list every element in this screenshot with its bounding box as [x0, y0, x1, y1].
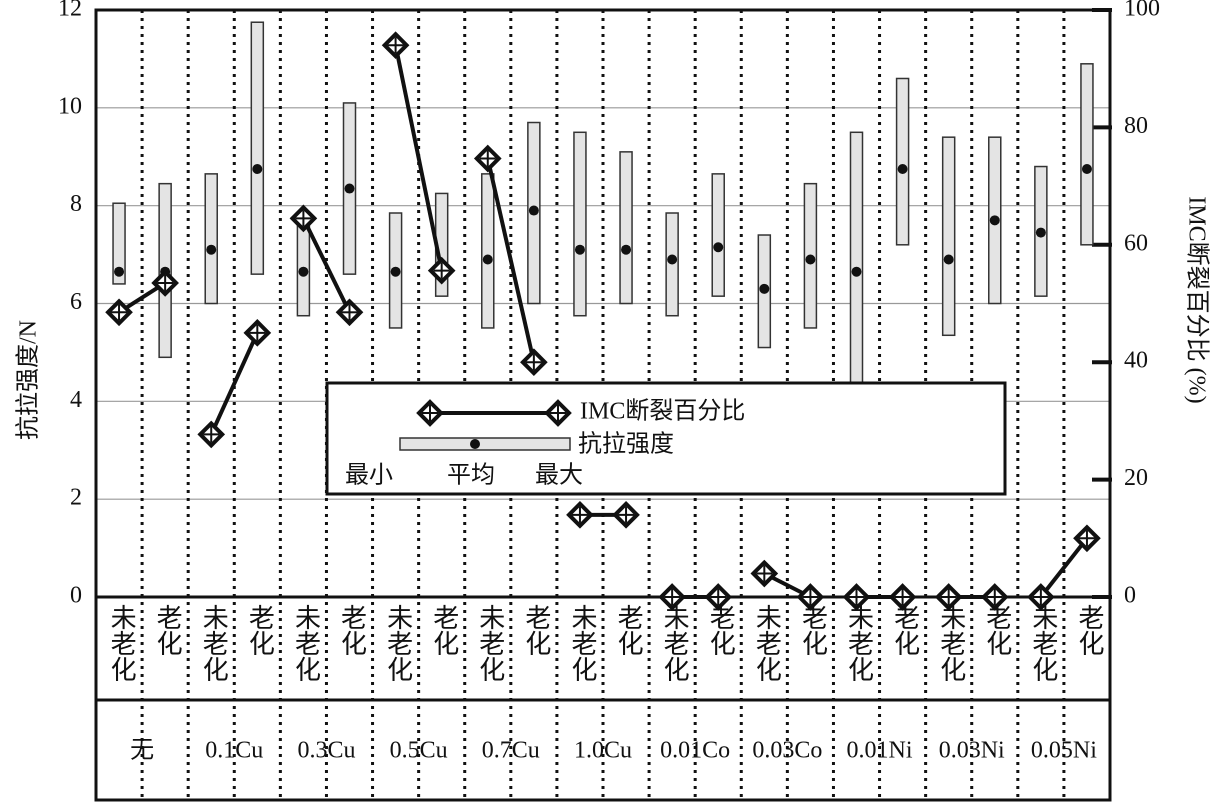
group-label: 0.7Cu: [482, 738, 540, 764]
mean-dot: [298, 266, 309, 277]
y2-tick-label: 20: [1124, 465, 1148, 491]
category-label: 未老化: [660, 604, 689, 682]
y2-tick-label: 100: [1124, 0, 1160, 22]
y-axis-title: 抗拉强度/N: [15, 320, 42, 440]
category-label: 未老化: [845, 604, 874, 682]
category-label: 老化: [891, 604, 920, 656]
y-tick-label: 10: [58, 93, 82, 119]
category-label: 未老化: [937, 604, 966, 682]
legend-sub-label: 最小: [345, 462, 393, 489]
legend-bar: [399, 437, 571, 451]
mean-dot: [252, 163, 263, 174]
mean-dot: [114, 266, 125, 277]
category-label: 老化: [245, 604, 274, 656]
imc-line: [393, 44, 444, 272]
mean-dot: [713, 242, 724, 253]
y-tick-label: 6: [70, 289, 82, 315]
range-bar: [481, 173, 495, 329]
range-bar: [573, 131, 587, 317]
range-bar: [895, 77, 910, 246]
legend-sub-label: 平均: [447, 462, 495, 489]
category-label: 老化: [338, 604, 367, 656]
group-label: 0.5Cu: [390, 738, 448, 764]
legend-label: IMC断裂百分比: [580, 398, 745, 425]
y2-tick-label: 60: [1124, 230, 1148, 256]
mean-dot: [390, 266, 401, 277]
y-tick-label: 2: [70, 485, 82, 511]
range-bar: [619, 151, 633, 305]
category-label: 未老化: [752, 604, 781, 682]
range-bar: [849, 131, 864, 398]
imc-line: [485, 158, 536, 363]
mean-dot: [759, 283, 770, 294]
range-bar: [711, 173, 725, 297]
range-bar: [1080, 63, 1094, 246]
category-label: 老化: [522, 604, 551, 656]
category-label: 未老化: [384, 604, 413, 682]
group-label: 无: [130, 738, 154, 764]
range-bar: [250, 21, 265, 275]
mean-dot: [897, 163, 908, 174]
y2-tick-label: 80: [1124, 113, 1148, 139]
mean-dot: [621, 244, 632, 255]
mean-dot: [528, 205, 539, 216]
group-label: 0.03Co: [752, 738, 822, 764]
group-label: 0.3Cu: [297, 738, 355, 764]
imc-line: [1039, 537, 1089, 599]
y-tick-label: 4: [70, 387, 82, 413]
range-bar: [204, 173, 218, 305]
mean-dot: [574, 244, 585, 255]
category-label: 未老化: [476, 604, 505, 682]
group-label: 0.03Ni: [939, 738, 1005, 764]
legend-sub-label: 最大: [535, 462, 583, 489]
category-label: 老化: [983, 604, 1012, 656]
group-label: 0.01Co: [660, 738, 730, 764]
y2-tick-label: 40: [1124, 348, 1148, 374]
category-label: 未老化: [199, 604, 228, 682]
mean-dot: [805, 254, 816, 265]
category-label: 老化: [706, 604, 735, 656]
mean-dot: [667, 254, 678, 265]
mean-dot: [1035, 227, 1046, 238]
y2-tick-label: 0: [1124, 583, 1136, 609]
category-label: 老化: [153, 604, 182, 656]
y-tick-label: 12: [58, 0, 82, 22]
category-label: 未老化: [1029, 604, 1058, 682]
category-label: 老化: [1075, 604, 1104, 656]
range-bar: [941, 136, 956, 337]
mean-dot: [943, 254, 954, 265]
group-frame: [94, 698, 1112, 802]
imc-line: [209, 332, 260, 436]
group-label: 0.05Ni: [1031, 738, 1097, 764]
category-label: 老化: [614, 604, 643, 656]
legend-dot: [470, 439, 480, 449]
category-label: 未老化: [291, 604, 320, 682]
group-label: 0.1Cu: [205, 738, 263, 764]
category-label: 未老化: [568, 604, 597, 682]
mean-dot: [344, 183, 355, 194]
y-tick-label: 0: [70, 583, 82, 609]
mean-dot: [482, 254, 493, 265]
y-tick-label: 8: [70, 191, 82, 217]
category-label: 老化: [430, 604, 459, 656]
mean-dot: [989, 215, 1000, 226]
category-label: 未老化: [107, 604, 136, 682]
mean-dot: [1081, 163, 1092, 174]
legend-label: 抗拉强度: [578, 431, 674, 458]
group-label: 0.01Ni: [847, 738, 913, 764]
mean-dot: [851, 266, 862, 277]
group-label: 1.0Cu: [574, 738, 632, 764]
range-bar: [112, 202, 126, 285]
imc-line: [301, 217, 352, 314]
mean-dot: [206, 244, 217, 255]
y2-axis-title: IMC断裂百分比 (%): [1183, 196, 1210, 403]
category-label: 老化: [798, 604, 827, 656]
